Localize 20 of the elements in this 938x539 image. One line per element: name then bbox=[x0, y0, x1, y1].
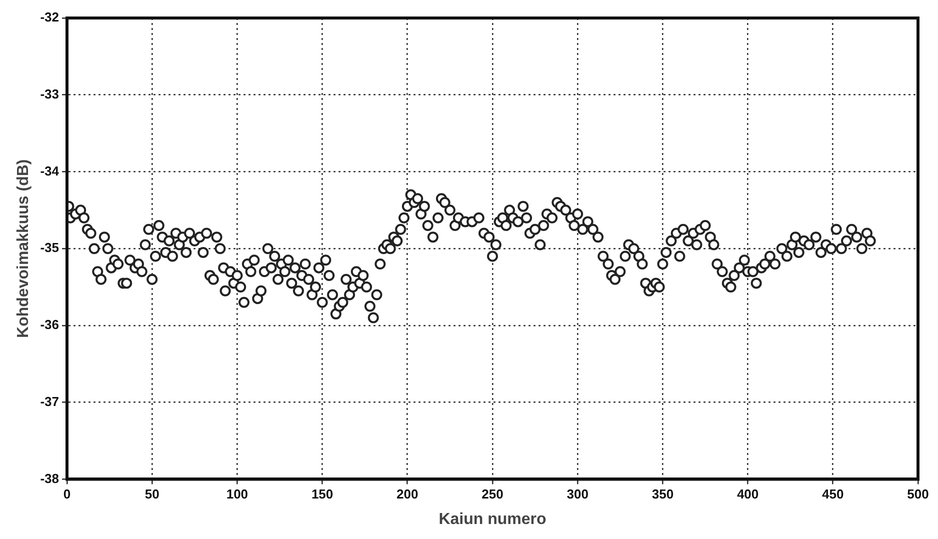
x-tick-label: 0 bbox=[63, 486, 71, 502]
x-tick-label: 150 bbox=[311, 486, 334, 502]
x-tick-label: 300 bbox=[566, 486, 588, 502]
y-axis-title: Kohdevoimakkuus (dB) bbox=[15, 159, 32, 338]
y-tick-label: -36 bbox=[40, 317, 59, 332]
y-tick-label: -34 bbox=[40, 163, 60, 178]
x-tick-label: 450 bbox=[822, 486, 844, 502]
x-tick-label: 50 bbox=[144, 486, 160, 502]
y-tick-label: -32 bbox=[40, 10, 59, 25]
y-tick-label: -38 bbox=[40, 470, 59, 486]
x-axis-title: Kaiun numero bbox=[438, 510, 546, 528]
x-tick-label: 200 bbox=[396, 486, 418, 502]
x-tick-label: 400 bbox=[736, 486, 759, 502]
x-tick-label: 250 bbox=[482, 486, 504, 502]
y-tick-label: -33 bbox=[40, 86, 59, 102]
y-tick-label: -35 bbox=[40, 240, 59, 256]
y-tick-label: -37 bbox=[40, 394, 59, 409]
x-tick-label: 350 bbox=[652, 486, 674, 502]
x-tick-label: 100 bbox=[226, 486, 248, 502]
x-tick-label: 500 bbox=[907, 486, 929, 502]
